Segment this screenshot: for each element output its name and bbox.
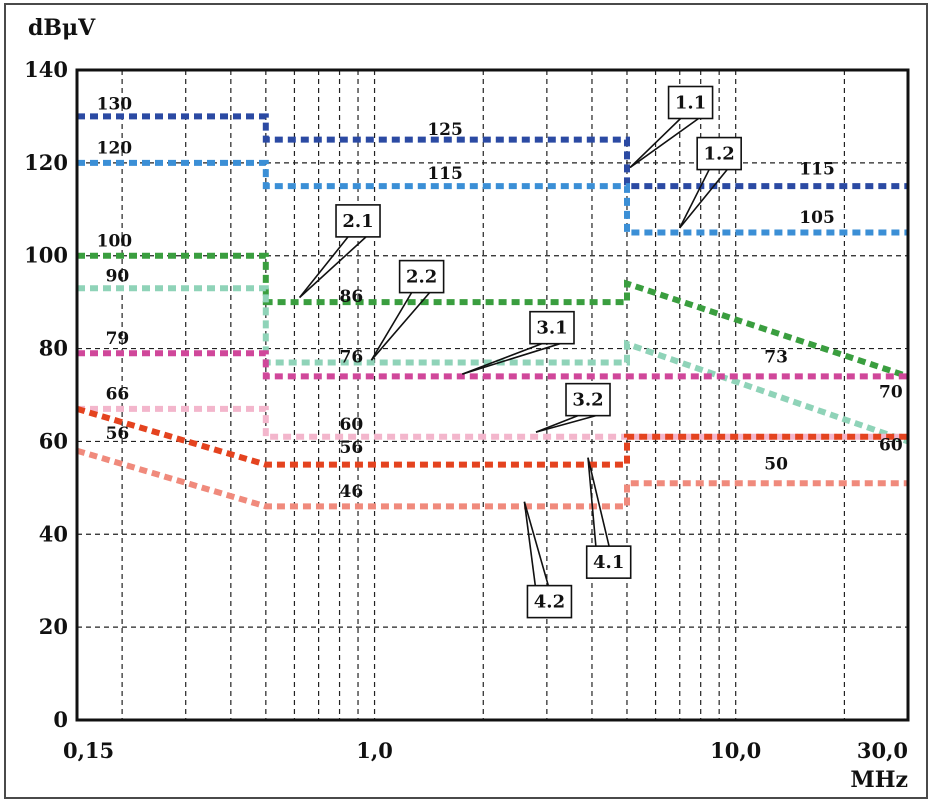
callout-box bbox=[565, 382, 611, 417]
y-axis-label: dBμV bbox=[28, 15, 96, 41]
y-tick-label: 100 bbox=[24, 243, 68, 268]
series-line-4-1 bbox=[76, 406, 908, 468]
x-tick-label: 0,15 bbox=[63, 738, 114, 763]
callout-leader bbox=[462, 342, 543, 375]
value-label: 50 bbox=[764, 454, 788, 474]
value-label: 60 bbox=[340, 415, 364, 435]
value-label: 115 bbox=[427, 164, 463, 184]
callout-label: 2.1 bbox=[342, 211, 373, 232]
value-label: 79 bbox=[106, 329, 130, 349]
value-label: 56 bbox=[106, 424, 130, 444]
callout-label: 4.2 bbox=[534, 592, 565, 613]
value-label: 100 bbox=[97, 231, 133, 251]
value-label: 125 bbox=[427, 120, 463, 140]
callout-label: 3.1 bbox=[536, 318, 567, 339]
callout-label: 2.2 bbox=[406, 267, 437, 288]
callout-box bbox=[696, 136, 742, 171]
callout-box bbox=[585, 545, 632, 579]
x-axis-label: MHz bbox=[850, 767, 908, 793]
callout-leader bbox=[299, 236, 367, 299]
series-group bbox=[76, 113, 909, 510]
x-tick-label: 1,0 bbox=[356, 738, 393, 763]
value-label: 120 bbox=[97, 139, 133, 159]
value-label: 90 bbox=[106, 266, 130, 286]
value-label: 73 bbox=[764, 348, 788, 368]
callout-leader bbox=[535, 414, 597, 433]
value-label: 86 bbox=[340, 287, 364, 307]
series-line-2-1 bbox=[77, 252, 909, 380]
callout-leader bbox=[462, 342, 561, 375]
callout-label: 3.2 bbox=[572, 390, 603, 411]
emission-limits-chart: 0 20 40 60 80 100 120 140 0,15 1,0 10,0 30,0 130 120… bbox=[24, 15, 910, 793]
callout-leader bbox=[679, 169, 728, 229]
y-tick-label: 20 bbox=[39, 614, 68, 639]
value-label: 105 bbox=[799, 208, 835, 228]
tick-labels: 0 20 40 60 80 100 120 140 0,15 1,0 10,0 30,0 bbox=[24, 57, 908, 763]
y-tick-label: 60 bbox=[39, 428, 68, 453]
series-line-3-1 bbox=[77, 350, 908, 380]
y-tick-label: 140 bbox=[24, 57, 68, 82]
value-label: 70 bbox=[879, 382, 903, 402]
y-tick-label: 40 bbox=[39, 521, 68, 546]
callout-leader bbox=[370, 292, 413, 361]
callout-box bbox=[667, 85, 714, 120]
axes bbox=[75, 68, 910, 722]
x-tick-label: 30,0 bbox=[857, 738, 908, 763]
value-labels: 130 120 125 115 115 105 100 90 86 76 79 73 70 66 60 60 5… bbox=[97, 94, 903, 502]
series-line-1-1 bbox=[77, 113, 908, 190]
chart-frame: 0 20 40 60 80 100 120 140 0,15 1,0 10,0 30,0 130 120… bbox=[4, 3, 928, 799]
callout-label: 1.1 bbox=[675, 93, 706, 114]
series-line-4-2 bbox=[76, 447, 908, 510]
series-line-1-2 bbox=[77, 159, 908, 236]
value-label: 60 bbox=[879, 436, 903, 456]
value-label: 130 bbox=[97, 94, 133, 114]
callout-leader bbox=[298, 236, 349, 298]
callout-box bbox=[526, 584, 573, 619]
value-label: 46 bbox=[340, 482, 364, 502]
callout-label: 4.1 bbox=[593, 552, 624, 573]
value-label: 115 bbox=[799, 159, 835, 179]
callout-leader bbox=[370, 292, 431, 361]
callouts: 1.1 1.2 2.1 2.2 3.1 3.2 4.1 4.2 bbox=[298, 85, 742, 619]
value-label: 56 bbox=[340, 438, 364, 458]
value-label: 76 bbox=[340, 348, 364, 368]
plot-area-border bbox=[75, 68, 910, 722]
y-tick-label: 120 bbox=[24, 150, 68, 175]
x-tick-label: 10,0 bbox=[710, 738, 761, 763]
callout-box bbox=[529, 310, 575, 345]
value-label: 66 bbox=[106, 385, 130, 405]
callout-label: 1.2 bbox=[704, 144, 735, 165]
callout-leader bbox=[629, 117, 700, 169]
series-line-3-2 bbox=[77, 405, 908, 440]
grid-lines bbox=[77, 70, 908, 720]
y-tick-label: 80 bbox=[39, 336, 68, 361]
series-line-2-2 bbox=[77, 285, 909, 445]
callout-box bbox=[335, 204, 381, 238]
callout-leader bbox=[629, 117, 682, 169]
callout-box bbox=[398, 259, 445, 294]
y-tick-label: 0 bbox=[53, 707, 68, 732]
callout-leader bbox=[679, 169, 710, 229]
